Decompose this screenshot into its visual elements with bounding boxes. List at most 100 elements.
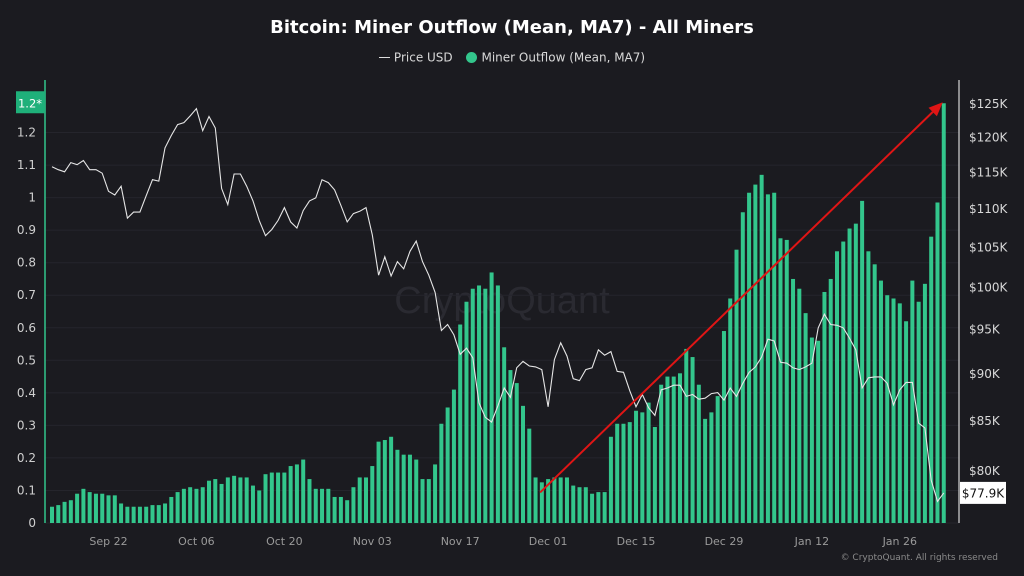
outflow-bar: [577, 487, 582, 523]
outflow-bar: [715, 396, 720, 523]
outflow-bar: [370, 466, 375, 523]
outflow-bar: [878, 280, 883, 523]
outflow-bar: [740, 212, 745, 523]
trend-arrow: [539, 102, 943, 494]
outflow-bar: [320, 488, 325, 523]
x-axis-tick: Oct 20: [266, 535, 303, 548]
outflow-bar: [483, 288, 488, 523]
outflow-bar: [244, 477, 249, 523]
x-axis-tick: Nov 17: [441, 535, 480, 548]
outflow-bar: [765, 194, 770, 523]
x-axis-tick: Dec 29: [705, 535, 744, 548]
outflow-bar: [596, 492, 601, 523]
left-axis-tick: 0.5: [17, 353, 36, 367]
outflow-bar: [68, 500, 73, 523]
right-axis-tick: $125K: [969, 97, 1009, 111]
outflow-bar: [269, 472, 274, 523]
legend-price-label[interactable]: Price USD: [393, 50, 453, 65]
outflow-bar: [181, 488, 186, 523]
current-outflow-badge: [16, 91, 45, 114]
outflow-bar: [621, 423, 626, 523]
outflow-bar: [276, 472, 281, 523]
outflow-bar: [583, 487, 588, 523]
outflow-bar: [809, 337, 814, 523]
outflow-bar: [163, 503, 168, 523]
outflow-bar: [445, 407, 450, 523]
outflow-bar: [288, 466, 293, 523]
outflow-bar: [753, 184, 758, 523]
outflow-bar: [546, 479, 551, 523]
outflow-bar: [872, 264, 877, 523]
outflow-bar: [866, 251, 871, 524]
outflow-bar: [696, 384, 701, 523]
outflow-bar: [608, 436, 613, 523]
left-axis-tick: 0.6: [17, 321, 36, 335]
outflow-bar: [175, 492, 180, 523]
chart-title: Bitcoin: Miner Outflow (Mean, MA7) - All…: [270, 17, 754, 38]
x-axis-tick: Oct 06: [178, 535, 215, 548]
current-price-badge: [960, 481, 1006, 504]
outflow-bar: [282, 472, 287, 523]
outflow-bar: [50, 506, 54, 523]
x-axis-tick: Dec 15: [617, 535, 656, 548]
outflow-bar: [357, 477, 362, 523]
outflow-bar: [847, 228, 852, 523]
x-axis-tick: Jan 12: [794, 535, 829, 548]
outflow-bar: [395, 449, 400, 523]
outflow-bar: [539, 482, 544, 523]
outflow-bar: [652, 427, 657, 523]
outflow-bar: [897, 303, 902, 523]
outflow-bar: [759, 174, 764, 524]
outflow-bar: [294, 464, 299, 523]
price-line: [51, 107, 945, 503]
outflow-bar: [364, 477, 368, 523]
outflow-bar: [75, 493, 80, 523]
outflow-bar: [131, 506, 136, 523]
outflow-bar: [382, 440, 387, 523]
outflow-bar: [100, 493, 105, 523]
left-axis-tick: 0.8: [17, 256, 36, 270]
outflow-bar: [200, 487, 205, 523]
outflow-bar: [439, 423, 444, 523]
outflow-bar: [194, 488, 199, 523]
outflow-bar: [791, 278, 796, 523]
outflow-bar: [414, 459, 419, 523]
outflow-bar: [389, 436, 394, 523]
outflow-bar: [451, 389, 456, 523]
left-axis-tick: 0.3: [17, 418, 36, 432]
outflow-bar: [703, 418, 708, 523]
outflow-bar: [941, 103, 946, 523]
outflow-bar: [112, 495, 117, 523]
outflow-bar: [552, 477, 557, 523]
arrow-head: [928, 102, 943, 117]
outflow-bar: [922, 283, 927, 523]
outflow-bar: [301, 459, 306, 523]
outflow-bar: [188, 487, 193, 523]
outflow-bar: [257, 490, 262, 523]
outflow-bar: [571, 485, 576, 523]
left-axis-tick: 0.7: [17, 288, 36, 302]
outflow-bar: [307, 479, 312, 523]
outflow-bar: [841, 241, 846, 524]
x-axis-tick: Dec 01: [529, 535, 568, 548]
outflow-bar: [590, 493, 595, 523]
left-axis-tick: 1: [28, 191, 36, 205]
right-axis-tick: $80K: [969, 464, 1001, 478]
outflow-bar: [665, 376, 670, 523]
outflow-bar: [62, 501, 67, 523]
right-axis-tick: $120K: [969, 131, 1009, 145]
outflow-bar: [470, 288, 475, 523]
outflow-bar: [232, 475, 237, 523]
outflow-bar: [144, 506, 149, 523]
outflow-bar: [853, 223, 858, 523]
x-axis-tick: Jan 26: [882, 535, 917, 548]
left-axis-tick: 0.2: [17, 451, 36, 465]
outflow-bar: [313, 488, 318, 523]
outflow-bar: [778, 238, 783, 524]
outflow-bar: [508, 370, 513, 523]
current-outflow-label: 1.2*: [18, 96, 42, 110]
right-axis-tick: $100K: [969, 280, 1009, 294]
legend-outflow-label[interactable]: Miner Outflow (Mean, MA7): [481, 50, 646, 65]
left-axis-tick: 0: [28, 516, 36, 530]
outflow-bar: [615, 423, 620, 523]
